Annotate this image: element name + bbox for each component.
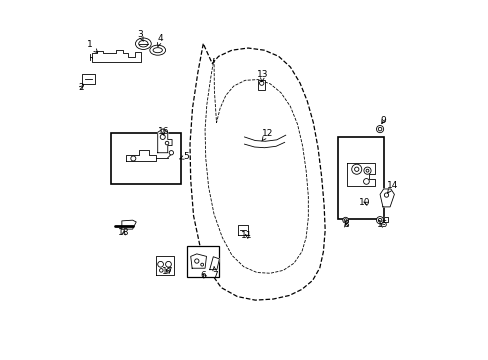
Circle shape [351, 164, 361, 174]
Polygon shape [158, 129, 172, 153]
Ellipse shape [135, 38, 151, 49]
Polygon shape [82, 74, 95, 84]
Text: 16: 16 [158, 127, 169, 136]
Circle shape [366, 169, 368, 172]
Bar [187, 246, 219, 277]
Ellipse shape [149, 45, 165, 55]
Text: 4: 4 [157, 34, 163, 47]
Text: 3: 3 [137, 30, 143, 41]
Text: 17: 17 [162, 267, 173, 276]
Bar [337, 137, 384, 220]
Circle shape [169, 150, 173, 155]
Text: 7: 7 [212, 266, 218, 280]
Circle shape [165, 261, 171, 267]
Bar [258, 80, 265, 90]
Text: 13: 13 [257, 70, 268, 82]
Text: 18: 18 [118, 228, 129, 237]
Circle shape [376, 217, 383, 224]
Polygon shape [126, 149, 156, 161]
Circle shape [131, 156, 136, 161]
Circle shape [363, 179, 368, 184]
Circle shape [194, 259, 199, 263]
Polygon shape [92, 50, 140, 62]
Text: 2: 2 [79, 83, 84, 92]
Text: 12: 12 [261, 129, 272, 141]
Circle shape [160, 134, 165, 139]
Polygon shape [383, 217, 387, 222]
Circle shape [376, 126, 383, 133]
Text: 8: 8 [343, 220, 348, 229]
Text: 10: 10 [359, 198, 370, 207]
Text: 14: 14 [386, 181, 398, 193]
Bar [111, 134, 181, 184]
Circle shape [165, 141, 168, 145]
Circle shape [259, 81, 264, 85]
Circle shape [354, 167, 358, 171]
Circle shape [378, 219, 381, 222]
Circle shape [159, 269, 163, 272]
Polygon shape [190, 254, 206, 268]
Polygon shape [346, 163, 374, 186]
Text: 15: 15 [376, 220, 387, 229]
Circle shape [384, 193, 388, 197]
Circle shape [378, 127, 381, 131]
Polygon shape [379, 189, 394, 207]
Text: 9: 9 [380, 116, 386, 125]
Circle shape [166, 269, 170, 272]
Ellipse shape [139, 41, 148, 47]
Text: 5: 5 [180, 152, 188, 161]
Text: 11: 11 [241, 231, 252, 240]
Text: 1: 1 [86, 40, 98, 53]
Polygon shape [122, 220, 136, 229]
Polygon shape [237, 225, 247, 235]
Circle shape [344, 219, 346, 222]
Circle shape [342, 217, 348, 223]
Ellipse shape [153, 48, 162, 53]
Polygon shape [156, 256, 174, 275]
Text: 6: 6 [201, 271, 206, 280]
Circle shape [158, 261, 163, 267]
Circle shape [201, 263, 203, 266]
Circle shape [363, 167, 370, 174]
Polygon shape [209, 257, 219, 270]
